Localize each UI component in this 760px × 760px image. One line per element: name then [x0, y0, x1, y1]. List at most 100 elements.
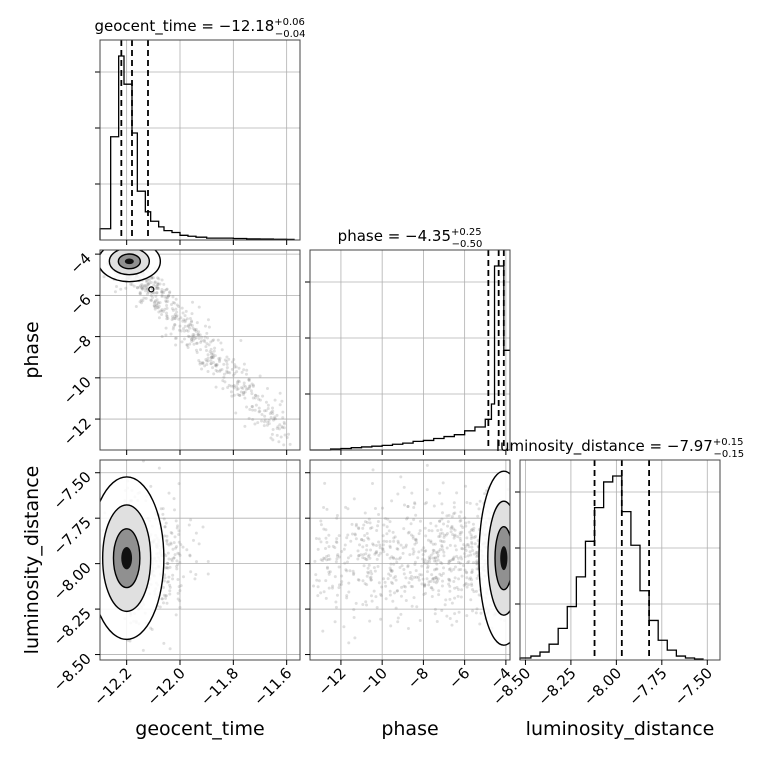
scatter-point [365, 583, 369, 587]
scatter-point [164, 326, 168, 330]
scatter-point [144, 278, 148, 282]
scatter-point [319, 591, 323, 595]
scatter-point [466, 554, 470, 558]
scatter-point [459, 539, 463, 543]
scatter-point [214, 364, 218, 368]
scatter-point [424, 549, 428, 553]
scatter-point [269, 436, 273, 440]
scatter-point [431, 542, 435, 546]
scatter-point [241, 392, 245, 396]
scatter-point [396, 616, 400, 620]
scatter-point [347, 641, 351, 645]
scatter-point [146, 282, 150, 286]
scatter-point [167, 294, 171, 298]
scatter-point [469, 533, 473, 537]
scatter-point [403, 585, 407, 589]
scatter-point [93, 552, 96, 555]
scatter-point [428, 556, 432, 560]
scatter-point [460, 530, 464, 534]
scatter-point [199, 340, 203, 344]
scatter-point [176, 562, 180, 566]
scatter-point [150, 298, 154, 302]
scatter-point [194, 348, 198, 352]
scatter-point [236, 382, 240, 386]
scatter-point [277, 440, 281, 444]
scatter-point [166, 580, 170, 584]
scatter-point [347, 590, 351, 594]
scatter-point [433, 559, 437, 563]
scatter-point [440, 502, 444, 506]
scatter-point [379, 617, 383, 621]
scatter-point [438, 572, 442, 576]
scatter-point [474, 560, 478, 564]
scatter-point [395, 589, 399, 593]
scatter-point [325, 540, 329, 544]
scatter-point [331, 544, 335, 548]
scatter-point [407, 581, 411, 585]
scatter-point [173, 312, 177, 316]
scatter-point [427, 580, 431, 584]
scatter-point [266, 420, 270, 424]
scatter-point [175, 310, 179, 314]
scatter-point [469, 537, 473, 541]
x-tick-label: −6 [445, 664, 473, 692]
scatter-point [381, 547, 385, 551]
scatter-point [251, 408, 255, 412]
scatter-point [337, 534, 341, 538]
scatter-point [236, 392, 240, 396]
scatter-point [404, 545, 408, 549]
scatter-point [455, 491, 459, 495]
scatter-point [271, 427, 275, 431]
scatter-point [437, 535, 441, 539]
scatter-point [165, 315, 169, 319]
x-tick-label: −10 [356, 664, 391, 699]
scatter-point [404, 598, 408, 602]
scatter-point [208, 350, 212, 354]
scatter-point [374, 595, 378, 599]
scatter-point [225, 360, 229, 364]
scatter-point [433, 542, 437, 546]
histogram-step [99, 55, 295, 241]
scatter-point [448, 617, 452, 621]
scatter-point [454, 548, 458, 552]
scatter-point [185, 548, 189, 552]
scatter-point [185, 317, 189, 321]
scatter-point [256, 394, 260, 398]
scatter-point [459, 567, 463, 571]
y-tick-label: −8.00 [50, 559, 95, 604]
scatter-point [460, 557, 464, 561]
scatter-point [167, 491, 171, 495]
scatter-point [388, 520, 392, 524]
scatter-point [433, 556, 437, 560]
scatter-point [314, 573, 318, 577]
scatter-point [387, 572, 391, 576]
scatter-point [389, 580, 393, 584]
scatter-point [413, 501, 417, 505]
scatter-point [164, 333, 168, 337]
x-tick-label: −8.25 [535, 664, 580, 709]
scatter-point [365, 603, 369, 607]
scatter-point [160, 309, 164, 313]
scatter-point [364, 552, 368, 556]
scatter-point [367, 553, 371, 557]
scatter-point [471, 561, 475, 565]
scatter-point [165, 594, 169, 598]
scatter-point [220, 368, 224, 372]
scatter-point [474, 589, 478, 593]
scatter-point [377, 581, 381, 585]
scatter-point [247, 379, 251, 383]
scatter-point [448, 543, 452, 547]
scatter-point [233, 372, 237, 376]
scatter-point [170, 307, 174, 311]
scatter-point [156, 276, 160, 280]
scatter-point [119, 246, 122, 249]
scatter-point [193, 337, 197, 341]
scatter-point [314, 536, 318, 540]
scatter-point [140, 282, 144, 286]
scatter-point [279, 435, 283, 439]
scatter-point [191, 332, 195, 336]
scatter-point [194, 336, 198, 340]
scatter-point [440, 517, 444, 521]
scatter-point [246, 387, 250, 391]
scatter-point [168, 589, 172, 593]
